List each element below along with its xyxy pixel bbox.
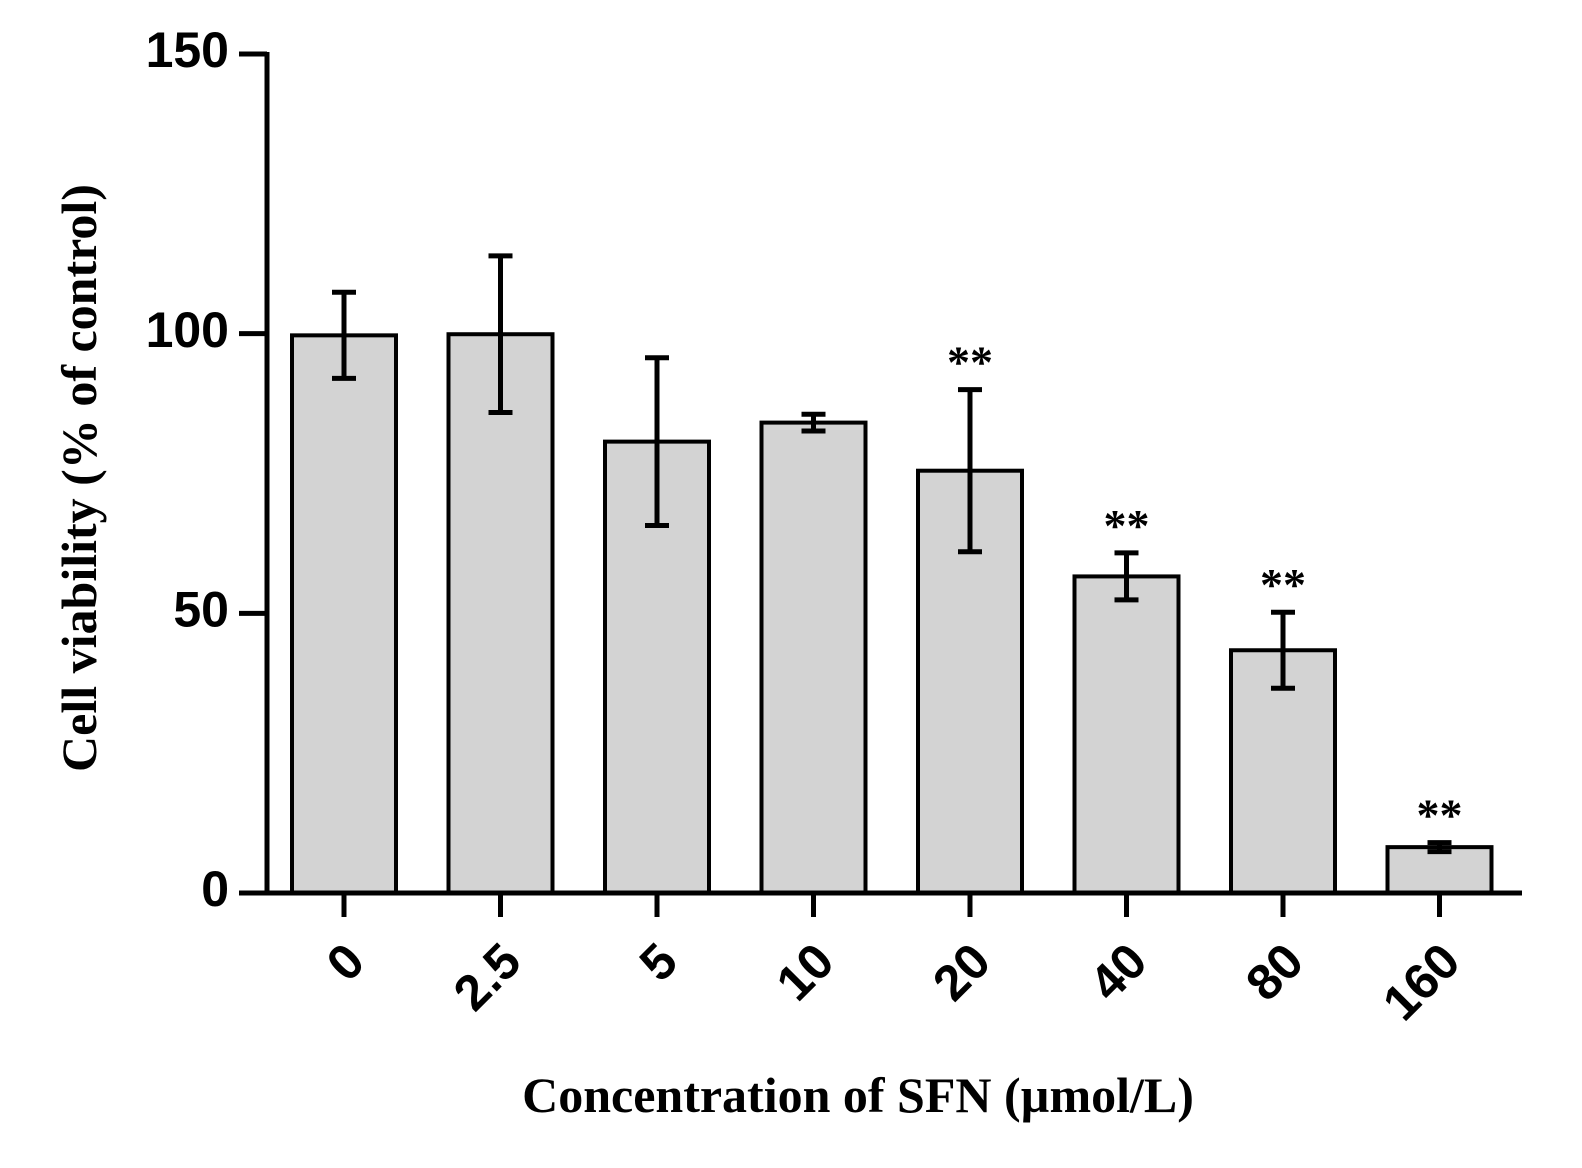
- significance-label-20: **: [947, 337, 993, 388]
- error-bar-2.5: [488, 253, 513, 416]
- x-tick-label-0: 0: [316, 933, 375, 992]
- x-tick-label-40: 40: [1079, 933, 1158, 1012]
- x-tick-label-160: 160: [1372, 933, 1471, 1032]
- bars-layer: [290, 332, 1494, 896]
- bar-2.5: [446, 332, 555, 895]
- error-bar-5: [645, 355, 669, 529]
- x-tick-label-80: 80: [1235, 933, 1314, 1012]
- x-tick-labels: 0 2.5 5 10 20 40 80 160: [316, 933, 1471, 1032]
- significance-label-160: **: [1417, 790, 1463, 841]
- y-axis-title: Cell viability (% of control): [51, 184, 107, 772]
- y-tick-label-50: 50: [173, 582, 229, 638]
- significance-label-80: **: [1260, 559, 1306, 610]
- x-tick-label-5: 5: [629, 933, 688, 992]
- bar-160: [1385, 845, 1494, 895]
- bar-40: [1072, 574, 1181, 896]
- error-bar-0: [332, 289, 356, 381]
- y-tick-label-100: 100: [146, 302, 229, 358]
- axes-layer: [239, 51, 1522, 917]
- y-tick-label-150: 150: [146, 22, 229, 78]
- bar-10: [759, 420, 868, 895]
- error-bar-160: [1427, 840, 1452, 855]
- y-tick-labels: 0 50 100 150: [146, 22, 229, 917]
- error-bar-80: [1271, 609, 1295, 691]
- x-tick-label-2.5: 2.5: [443, 933, 532, 1022]
- y-tick-label-0: 0: [201, 861, 229, 917]
- error-bar-10: [801, 411, 826, 434]
- x-axis-title: Concentration of SFN (µmol/L): [522, 1067, 1194, 1123]
- error-bar-40: [1114, 550, 1139, 603]
- x-tick-label-20: 20: [922, 933, 1001, 1012]
- error-bars-layer: [332, 253, 1452, 855]
- error-bar-20: [958, 387, 982, 555]
- significance-label-40: **: [1104, 500, 1150, 551]
- bar-0: [290, 333, 398, 895]
- significance-layer: ** ** ** **: [947, 337, 1463, 841]
- x-tick-label-10: 10: [766, 933, 845, 1012]
